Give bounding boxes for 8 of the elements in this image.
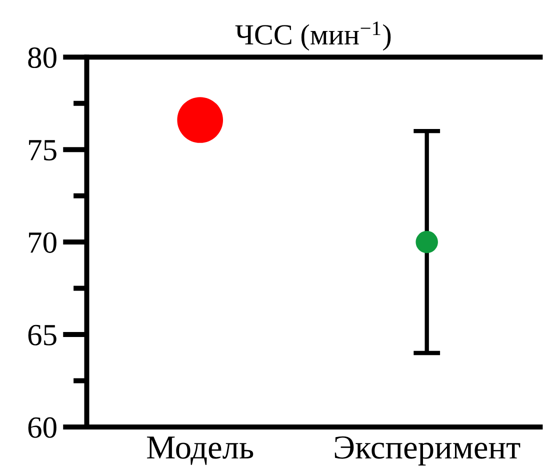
x-tick-label: Модель [147, 436, 254, 465]
y-tick-label: 75 [29, 140, 56, 160]
y-tick-label: 80 [28, 47, 56, 68]
y-tick-label: 60 [28, 417, 56, 438]
y-tick-label: 70 [29, 232, 56, 253]
x-tick-label: Эксперимент [334, 436, 520, 466]
y-tick-label: 65 [28, 324, 56, 346]
chart-title: ЧСС (мин$^{−1}$) [235, 22, 391, 51]
